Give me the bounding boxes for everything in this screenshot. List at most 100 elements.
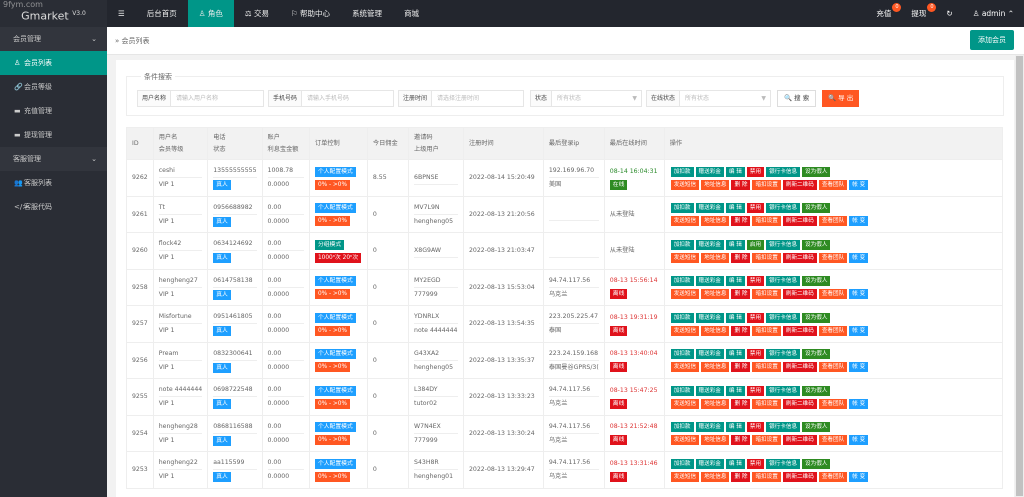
op-button-3[interactable]: 禁用 [746,276,765,287]
op2-button-2[interactable]: 删 除 [731,435,751,446]
op-button-0[interactable]: 加扣款 [670,458,694,469]
op-button-2[interactable]: 编 辑 [725,458,745,469]
op2-button-2[interactable]: 删 除 [731,252,751,263]
op-button-1[interactable]: 赠送彩金 [695,239,724,250]
nav-item-6[interactable]: 商城 [404,9,420,18]
scrollbar[interactable] [1015,55,1024,497]
op-button-1[interactable]: 赠送彩金 [695,312,724,323]
op2-button-1[interactable]: 地址信息 [701,325,730,336]
op-button-5[interactable]: 设为假人 [802,312,831,323]
op2-button-3[interactable]: 暗扣设置 [752,325,781,336]
op2-button-6[interactable]: 帐 变 [849,179,869,190]
op-button-1[interactable]: 赠送彩金 [695,203,724,214]
sidebar-item[interactable]: 👥客服列表 [0,171,107,195]
op2-button-0[interactable]: 发送短信 [670,362,700,373]
op-button-0[interactable]: 加扣款 [670,239,694,250]
op2-button-1[interactable]: 地址信息 [701,362,730,373]
op-button-5[interactable]: 设为假人 [802,203,831,214]
op-button-3[interactable]: 禁用 [746,422,765,433]
order-control-badge[interactable]: 1000ⁿ次 20ⁿ次 [314,252,362,263]
op2-button-3[interactable]: 暗扣设置 [752,362,781,373]
phone-input[interactable]: 请输入手机号码 [307,95,350,102]
op2-button-4[interactable]: 刷新二维码 [782,216,817,227]
op2-button-4[interactable]: 刷新二维码 [782,398,817,409]
op2-button-6[interactable]: 帐 变 [849,435,869,446]
op-button-0[interactable]: 加扣款 [670,203,694,214]
order-control-badge[interactable]: 0% - >0% [314,179,350,190]
op-button-2[interactable]: 编 辑 [725,385,745,396]
op-button-3[interactable]: 禁用 [746,458,765,469]
order-mode-badge[interactable]: 个人配置模式 [314,385,356,396]
op2-button-1[interactable]: 地址信息 [701,435,730,446]
op2-button-4[interactable]: 刷新二维码 [782,471,817,482]
recharge-button[interactable]: 充值 0 [866,0,902,27]
op-button-1[interactable]: 赠送彩金 [695,422,724,433]
op-button-5[interactable]: 设为假人 [802,276,831,287]
nav-item-4[interactable]: ⚐ 帮助中心 [290,9,331,18]
op-button-0[interactable]: 加扣款 [670,276,694,287]
phone-field[interactable]: 手机号码 请输入手机号码 [268,90,394,107]
nav-item-0[interactable]: ☰ [118,9,125,18]
sidebar-item[interactable]: ▬ 充值管理 [0,99,107,123]
op-button-5[interactable]: 设为假人 [802,458,831,469]
op2-button-5[interactable]: 查看团队 [818,435,848,446]
op-button-2[interactable]: 编 辑 [725,276,745,287]
op2-button-6[interactable]: 帐 变 [849,216,869,227]
op2-button-1[interactable]: 地址信息 [701,252,730,263]
op-button-2[interactable]: 编 辑 [725,312,745,323]
op2-button-3[interactable]: 暗扣设置 [752,179,781,190]
op2-button-2[interactable]: 删 除 [731,179,751,190]
refresh-icon[interactable]: ↻ [946,9,953,18]
op-button-4[interactable]: 银行卡信息 [766,349,801,360]
order-control-badge[interactable]: 0% - >0% [314,216,350,227]
op2-button-5[interactable]: 查看团队 [818,398,848,409]
nav-item-5[interactable]: 系统管理 [352,9,383,18]
op-button-1[interactable]: 赠送彩金 [695,276,724,287]
sidebar-item[interactable]: 🔗会员等级 [0,75,107,99]
op-button-3[interactable]: 禁用 [746,203,765,214]
op2-button-0[interactable]: 发送短信 [670,398,700,409]
op-button-5[interactable]: 设为假人 [802,385,831,396]
sidebar-item[interactable]: ♙ 会员列表 [0,51,107,75]
op2-button-2[interactable]: 删 除 [731,471,751,482]
op2-button-4[interactable]: 刷新二维码 [782,179,817,190]
op2-button-1[interactable]: 地址信息 [701,471,730,482]
op-button-4[interactable]: 银行卡信息 [766,458,801,469]
op-button-0[interactable]: 加扣款 [670,312,694,323]
op2-button-0[interactable]: 发送短信 [670,216,700,227]
op2-button-5[interactable]: 查看团队 [818,179,848,190]
op-button-5[interactable]: 设为假人 [802,349,831,360]
order-mode-badge[interactable]: 个人配置模式 [314,276,356,287]
op2-button-1[interactable]: 地址信息 [701,398,730,409]
op2-button-6[interactable]: 帐 变 [849,325,869,336]
op-button-4[interactable]: 银行卡信息 [766,385,801,396]
op-button-5[interactable]: 设为假人 [802,239,831,250]
regtime-input[interactable]: 请选择注册时间 [437,95,480,102]
op2-button-1[interactable]: 地址信息 [701,179,730,190]
op2-button-6[interactable]: 帐 变 [849,398,869,409]
sidebar-group[interactable]: 会员管理 ⌄ [0,27,107,51]
op2-button-2[interactable]: 删 除 [731,362,751,373]
op-button-3[interactable]: 禁用 [746,312,765,323]
op2-button-4[interactable]: 刷新二维码 [782,435,817,446]
op-button-2[interactable]: 编 辑 [725,203,745,214]
op-button-4[interactable]: 银行卡信息 [766,166,801,177]
withdraw-button[interactable]: 提现 0 [901,0,937,27]
op2-button-2[interactable]: 删 除 [731,216,751,227]
op-button-4[interactable]: 银行卡信息 [766,203,801,214]
order-mode-badge[interactable]: 个人配置模式 [314,166,356,177]
sidebar-item[interactable]: ▬ 提现管理 [0,123,107,147]
op-button-0[interactable]: 加扣款 [670,349,694,360]
nav-item-2[interactable]: ♙ 角色 [187,0,234,27]
order-mode-badge[interactable]: 个人配置模式 [314,203,356,214]
order-control-badge[interactable]: 0% - >0% [314,398,350,409]
op2-button-3[interactable]: 暗扣设置 [752,435,781,446]
status-select[interactable]: 状态 所有状态 ▼ [530,90,642,107]
op-button-2[interactable]: 编 辑 [725,422,745,433]
order-mode-badge[interactable]: 个人配置模式 [314,349,356,360]
sidebar-group[interactable]: 客服管理 ⌄ [0,147,107,171]
op2-button-1[interactable]: 地址信息 [701,216,730,227]
op-button-2[interactable]: 编 辑 [725,166,745,177]
order-mode-badge[interactable]: 个人配置模式 [314,458,356,469]
order-control-badge[interactable]: 0% - >0% [314,435,350,446]
